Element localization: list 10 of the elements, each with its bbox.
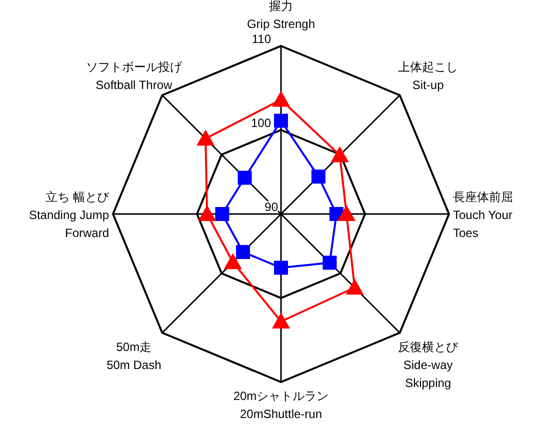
spoke-label: 上体起こし Sit-up — [398, 60, 458, 92]
spoke-label: 50m走 50m Dash — [106, 340, 162, 372]
y-tick-label: 100 — [250, 116, 272, 130]
spoke-label: 長座体前屈 Touch Your Toes — [453, 190, 513, 240]
spoke-label: 20mシャトルラン 20mShuttle-run — [233, 389, 329, 421]
spoke-label: 反復横とび Side-way Skipping — [398, 340, 460, 390]
spoke-label: 握力 Grip Strengh — [246, 0, 316, 31]
y-tick-label: 110 — [252, 32, 272, 46]
spoke-label: 立ち 幅とび Standing Jump Forward — [28, 190, 110, 240]
spoke-label: ソフトボール投げ Softball Throw — [86, 60, 183, 92]
